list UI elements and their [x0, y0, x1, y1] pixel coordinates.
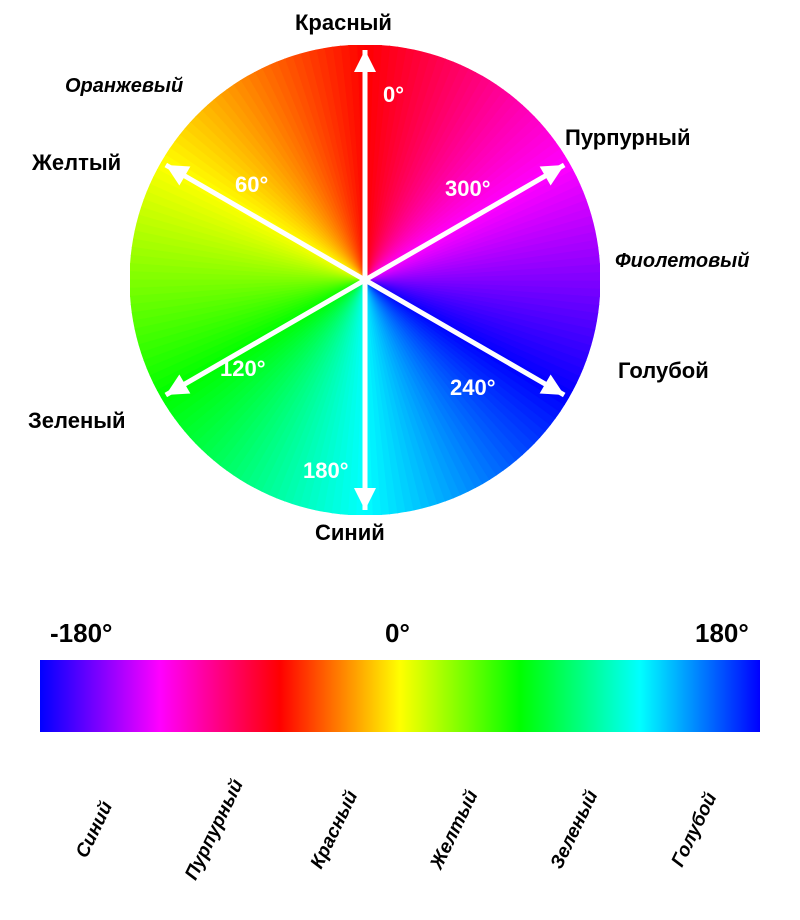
wheel-intermediate-label: Фиолетовый: [615, 250, 749, 273]
hue-wheel: [130, 45, 600, 515]
strip-scale-label: 180°: [695, 618, 749, 649]
wheel-color-label: Желтый: [32, 150, 121, 176]
angle-label: 180°: [303, 458, 349, 484]
strip-scale-label: -180°: [50, 618, 112, 649]
strip-color-label: Зеленый: [547, 787, 604, 873]
angle-label: 120°: [220, 356, 266, 382]
strip-color-label: Синий: [72, 798, 118, 862]
angle-label: 0°: [383, 82, 404, 108]
strip-scale-label: 0°: [385, 618, 410, 649]
wheel-color-label: Зеленый: [28, 408, 126, 434]
strip-color-label: Голубой: [668, 789, 723, 870]
wheel-color-label: Голубой: [618, 358, 709, 384]
strip-color-label: Пурпурный: [181, 776, 249, 884]
color-wheel-diagram: 0° Красный 60° Желтый 120° Зеленый 180° Синий 24…: [0, 0, 800, 920]
hue-strip: [40, 660, 760, 732]
wheel-color-label: Красный: [295, 10, 392, 36]
strip-color-label: Красный: [307, 788, 363, 873]
angle-label: 240°: [450, 375, 496, 401]
angle-label: 60°: [235, 172, 268, 198]
angle-label: 300°: [445, 176, 491, 202]
strip-color-label: Желтый: [427, 787, 484, 873]
wheel-intermediate-label: Оранжевый: [65, 75, 183, 98]
wheel-color-label: Пурпурный: [565, 125, 690, 151]
wheel-color-label: Синий: [315, 520, 385, 546]
